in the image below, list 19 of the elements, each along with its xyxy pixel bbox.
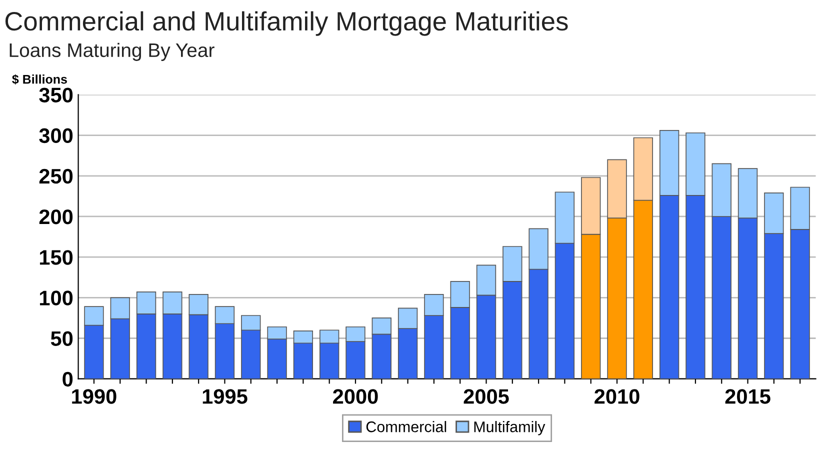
x-tick-label: 1995 [202,389,248,404]
y-tick-label: 250 [39,168,73,184]
y-axis-title: $ Billions [12,74,67,85]
chart-subtitle: Loans Maturing By Year [10,42,214,61]
y-tick-label: 0 [62,372,73,387]
x-tick-label: 2005 [464,389,509,404]
y-tick-label: 300 [39,128,73,144]
y-tick-label: 150 [40,250,73,265]
y-tick-label: 350 [39,88,73,102]
chart-title: Commercial and Multifamily Mortgage Maturities [5,11,568,36]
x-tick-label: 2000 [333,389,378,404]
x-tick-label: 2010 [594,389,640,404]
legend-label: Multifamily [474,421,546,436]
y-tick-label: 200 [39,209,73,224]
x-tick-label: 1990 [72,389,116,404]
y-tick-label: 100 [40,290,73,306]
x-tick-label: 2015 [725,389,770,404]
y-tick-label: 50 [50,331,73,346]
legend-label: Commercial [366,421,446,432]
